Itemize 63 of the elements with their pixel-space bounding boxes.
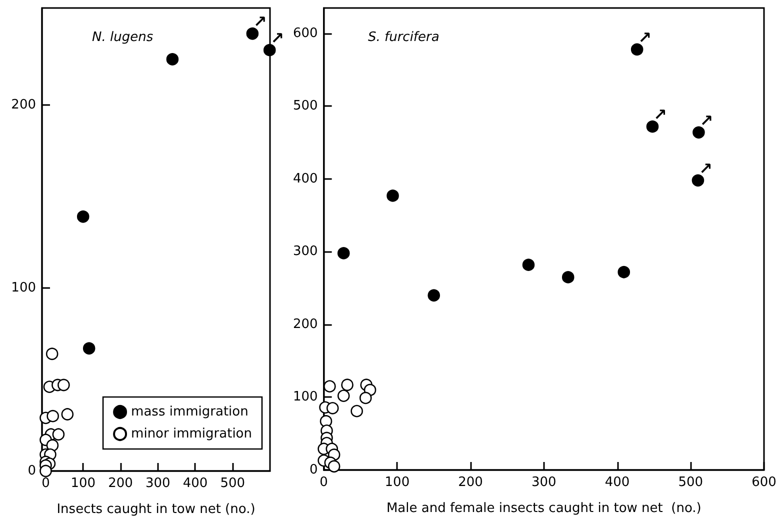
annotation: ↗	[700, 110, 714, 130]
point	[76, 210, 90, 223]
annotation: ↗	[270, 28, 284, 48]
point	[522, 258, 535, 271]
point	[46, 410, 59, 422]
x-tick-label: 200	[108, 476, 133, 491]
x-tick-label: 400	[182, 476, 208, 491]
point	[263, 44, 276, 56]
x-tick-label: 500	[220, 476, 246, 491]
point	[46, 348, 58, 360]
x-tick-label: 0	[320, 475, 328, 490]
x-tick-label: 400	[604, 475, 630, 490]
x-tick-label: 300	[531, 475, 556, 490]
y-tick-label: 500	[292, 98, 318, 114]
annotation: ↗	[253, 12, 267, 32]
y-tick-label: 200	[11, 97, 36, 112]
point	[630, 43, 644, 56]
y-tick-label: 0	[28, 464, 36, 478]
point	[428, 289, 440, 302]
x-tick-label: 100	[70, 476, 96, 491]
y-tick-label: 200	[292, 316, 318, 332]
point	[341, 378, 354, 392]
text: S. furcifera	[368, 30, 440, 45]
annotation: ↗	[638, 28, 652, 47]
point	[562, 271, 574, 284]
point	[166, 53, 179, 66]
point	[40, 464, 52, 478]
point	[61, 408, 74, 420]
point	[386, 190, 399, 202]
y-tick-label: 300	[292, 244, 318, 260]
annotation: ↗	[698, 158, 712, 178]
y-tick-label: 400	[292, 171, 318, 186]
point	[82, 342, 96, 355]
point	[692, 174, 704, 187]
point	[646, 120, 659, 133]
point	[337, 247, 350, 260]
point	[52, 428, 65, 441]
x-tick-label: 500	[678, 475, 704, 490]
y-tick-label: 0	[310, 462, 318, 478]
point	[58, 378, 70, 392]
point	[350, 404, 363, 418]
legend-label: mass immigration	[131, 404, 248, 420]
point	[326, 402, 339, 414]
point	[692, 126, 705, 139]
x-tick-label: 200	[458, 475, 483, 490]
text: N. lugens	[92, 30, 154, 45]
annotation: ↗	[653, 105, 667, 124]
point	[618, 266, 630, 278]
x-tick-label: 600	[752, 475, 776, 490]
y-tick-label: 600	[292, 26, 318, 41]
x-tick-label: 300	[145, 476, 170, 491]
point	[359, 392, 372, 404]
x-axis-title: Male and female insects caught in tow net (no.)	[386, 501, 702, 516]
legend-label: minor immigration	[131, 426, 252, 442]
point	[337, 390, 350, 402]
y-tick-label: 100	[11, 280, 36, 296]
point	[328, 460, 340, 473]
x-tick-label: 100	[384, 475, 410, 490]
point	[246, 27, 259, 40]
y-tick-label: 100	[292, 390, 318, 405]
x-axis-title: Insects caught in tow net (no.)	[56, 502, 256, 517]
point	[324, 380, 336, 392]
x-tick-label: 0	[42, 476, 50, 491]
